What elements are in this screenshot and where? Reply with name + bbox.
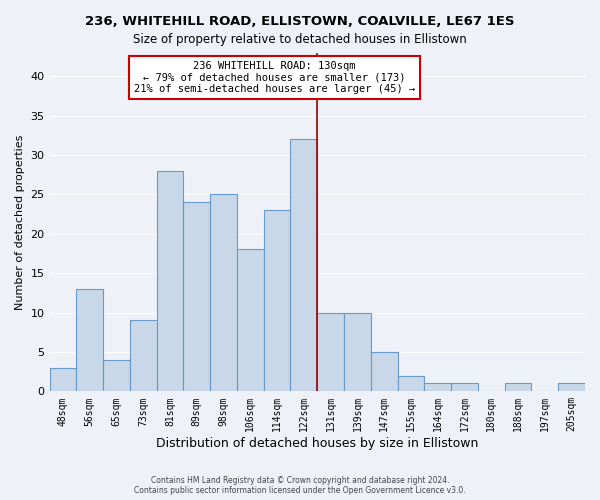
Bar: [344, 312, 371, 392]
Bar: [130, 320, 157, 392]
Bar: [184, 202, 210, 392]
Bar: [317, 312, 344, 392]
Bar: [290, 139, 317, 392]
Text: Size of property relative to detached houses in Ellistown: Size of property relative to detached ho…: [133, 32, 467, 46]
Bar: [424, 384, 451, 392]
Bar: [210, 194, 237, 392]
Bar: [103, 360, 130, 392]
Text: 236, WHITEHILL ROAD, ELLISTOWN, COALVILLE, LE67 1ES: 236, WHITEHILL ROAD, ELLISTOWN, COALVILL…: [85, 15, 515, 28]
Bar: [76, 289, 103, 392]
Text: Contains HM Land Registry data © Crown copyright and database right 2024.
Contai: Contains HM Land Registry data © Crown c…: [134, 476, 466, 495]
Bar: [237, 250, 264, 392]
Bar: [558, 384, 585, 392]
Bar: [157, 170, 184, 392]
Bar: [505, 384, 532, 392]
Bar: [451, 384, 478, 392]
Bar: [371, 352, 398, 392]
Bar: [50, 368, 76, 392]
X-axis label: Distribution of detached houses by size in Ellistown: Distribution of detached houses by size …: [156, 437, 478, 450]
Bar: [264, 210, 290, 392]
Bar: [398, 376, 424, 392]
Text: 236 WHITEHILL ROAD: 130sqm
← 79% of detached houses are smaller (173)
21% of sem: 236 WHITEHILL ROAD: 130sqm ← 79% of deta…: [134, 61, 415, 94]
Y-axis label: Number of detached properties: Number of detached properties: [15, 134, 25, 310]
